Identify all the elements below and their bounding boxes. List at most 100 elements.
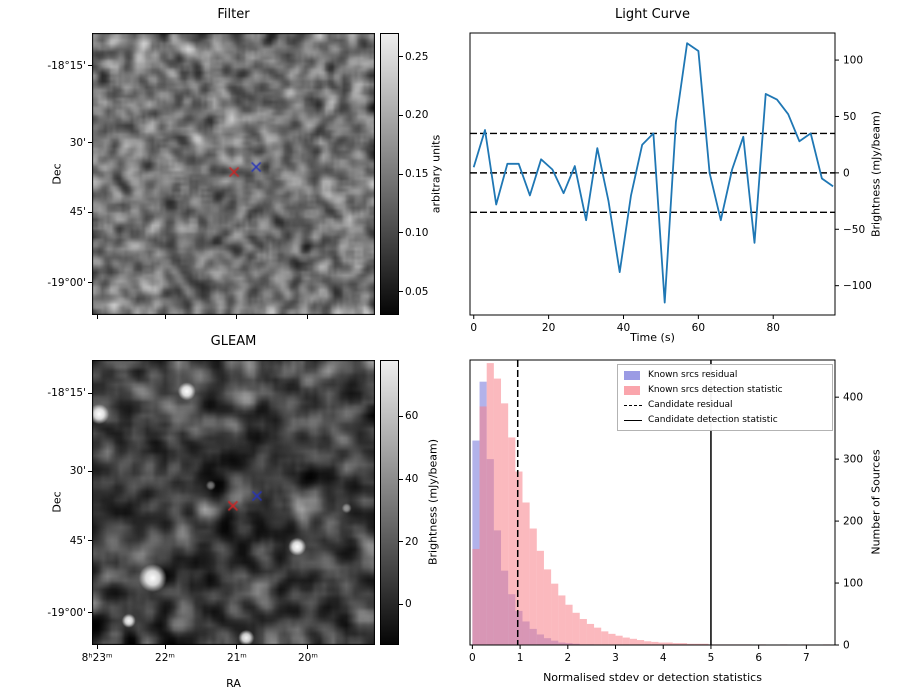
hist-bar [515, 471, 523, 645]
hist-bar [629, 638, 637, 645]
tick-mark [88, 142, 92, 144]
hist-bar [536, 550, 544, 645]
tick-label: 0.05 [405, 285, 429, 298]
tick-label: 400 [843, 392, 863, 404]
tick-label: 20 [405, 535, 419, 548]
tick-mark [88, 612, 92, 613]
hist-bar [551, 583, 559, 645]
tick-mark [88, 392, 92, 394]
tick-mark [399, 291, 403, 292]
histogram-plot: 0 1 2 3 4 5 6 7 0 100 200 300 400 [469, 359, 863, 664]
tick-label: 0.10 [405, 226, 429, 239]
light-curve-plot: 0 20 40 60 80 100 50 0 −50 −100 [469, 32, 872, 334]
tick-mark [236, 315, 238, 319]
hist-bar [636, 640, 645, 645]
histogram-ylabel: Number of Sources [869, 449, 883, 555]
hist-bar [651, 641, 659, 645]
hist-bar [601, 631, 609, 645]
tick-label: 1 [517, 652, 524, 664]
tick-mark [307, 645, 309, 649]
tick-mark [96, 645, 98, 649]
tick-label: 50 [843, 111, 856, 123]
tick-mark [88, 282, 92, 284]
tick-label: 7 [803, 652, 810, 664]
hist-bar [472, 548, 480, 645]
hist-bar [644, 641, 652, 645]
hist-bar [701, 643, 709, 645]
hist-bar [529, 528, 537, 645]
legend-row-candidate-residual: Candidate residual [624, 399, 826, 411]
tick-label: 20ᵐ [297, 652, 318, 664]
gleam-title: GLEAM [210, 334, 257, 349]
tick-label: 200 [843, 516, 863, 528]
tick-label: 30' [69, 136, 86, 149]
hist-bar [508, 437, 516, 645]
hist-bar [687, 643, 695, 645]
legend-row-candidate-detection: Candidate detection statistic [624, 414, 826, 426]
tick-label: -19°00' [47, 276, 86, 289]
hist-bar [493, 378, 502, 645]
tick-mark [88, 540, 92, 542]
legend-row-known-detection: Known srcs detection statistic [624, 384, 826, 396]
tick-label: -18°15' [47, 59, 86, 72]
gleam-xlabel: RA [226, 677, 241, 690]
tick-mark [399, 173, 403, 175]
legend-patch [624, 370, 640, 380]
tick-label: 22ᵐ [155, 652, 175, 664]
legend-label: Known srcs residual [648, 370, 738, 380]
hist-bar [694, 643, 702, 645]
hist-bar [679, 643, 688, 645]
tick-label: 30' [69, 465, 86, 478]
histogram-xlabel: Normalised stdev or detection statistics [543, 671, 762, 684]
tick-label: 40 [617, 322, 630, 334]
light-curve-line [472, 42, 834, 304]
known-residual-swatch [624, 370, 642, 380]
tick-label: 40 [405, 473, 419, 485]
hist-bar [622, 637, 630, 645]
candidate-detection-swatch [624, 419, 642, 421]
tick-label: 6 [755, 652, 762, 664]
tick-label: 80 [767, 322, 780, 334]
hist-bar [558, 595, 566, 645]
hist-bar [586, 623, 595, 645]
gleam-ylabel: Dec [50, 491, 64, 513]
tick-mark [88, 211, 92, 213]
tick-label: 4 [660, 652, 667, 664]
hist-bar [501, 403, 509, 645]
hist-bar [522, 502, 530, 645]
tick-mark [164, 315, 166, 319]
tick-mark [164, 645, 166, 649]
axes-border [469, 359, 836, 646]
hist-bar [615, 635, 623, 645]
tick-label: 0 [470, 322, 477, 334]
hist-bar [486, 363, 494, 645]
tick-mark [236, 645, 238, 649]
tick-label: 0 [469, 652, 476, 664]
tick-label: 0 [843, 640, 850, 652]
light-curve-ylabel: Brightness (mJy/beam) [869, 110, 883, 238]
candidate-residual-swatch [624, 404, 642, 406]
tick-mark [399, 114, 403, 116]
tick-label: 0.20 [405, 109, 429, 122]
tick-label: 8ʰ23ᵐ [81, 652, 113, 664]
legend-label: Known srcs detection statistic [648, 385, 783, 395]
tick-label: 60 [405, 410, 419, 423]
tick-label: 2 [564, 652, 571, 664]
axes-border [469, 32, 836, 316]
tick-mark [399, 232, 403, 234]
light-curve-xlabel: Time (s) [630, 331, 675, 344]
hist-bar [579, 618, 587, 645]
gleam-sky-image [92, 360, 375, 645]
light-curve-title: Light Curve [615, 7, 690, 22]
tick-label: 0.15 [405, 168, 429, 180]
tick-mark [96, 315, 98, 319]
tick-mark [399, 541, 403, 543]
filter-noise-image [92, 33, 375, 315]
tick-label: 45' [69, 206, 86, 219]
tick-label: 5 [708, 652, 715, 664]
hist-bar [608, 633, 616, 645]
hist-bar [472, 440, 480, 645]
legend-patch [624, 385, 640, 395]
tick-label: 100 [843, 55, 863, 67]
tick-label: 20 [542, 322, 555, 334]
